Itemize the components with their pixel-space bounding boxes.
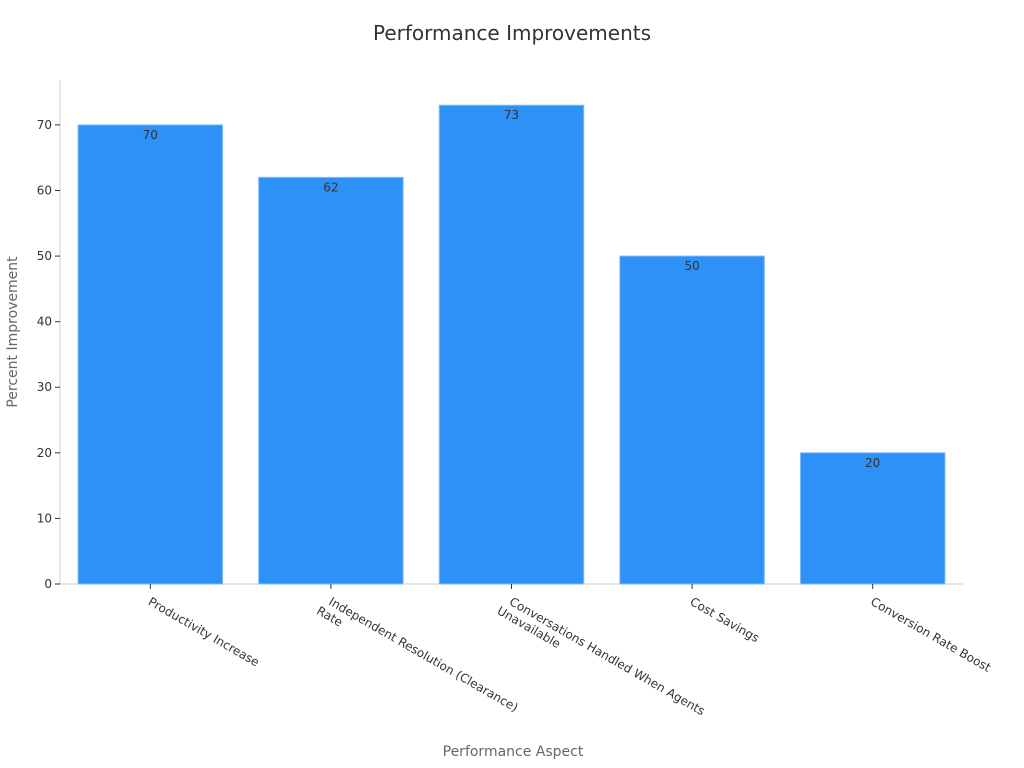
data-label: 70 [143,128,158,142]
y-tick-label: 10 [37,511,52,525]
bar [438,104,585,585]
y-axis-title: Percent Improvement [5,256,21,408]
y-tick-label: 60 [37,183,52,197]
y-tick-label: 50 [37,249,52,263]
chart-title: Performance Improvements [373,21,651,45]
x-tick-label: Conversations Handled When AgentsUnavail… [495,591,707,730]
y-tick-label: 0 [44,577,52,591]
data-label: 62 [323,180,338,194]
x-tick-label: Independent Resolution (Clearance)Rate [314,591,520,726]
data-label: 73 [504,108,519,122]
y-tick-label: 30 [37,380,52,394]
y-tick-label: 70 [37,118,52,132]
bar [77,124,224,585]
bar [799,452,946,585]
x-tick-label: Productivity Increase [146,594,262,669]
data-label: 50 [684,259,699,273]
data-label: 20 [865,456,880,470]
x-tick-label: Cost Savings [688,594,762,645]
bar [258,176,404,585]
x-tick-label: Conversion Rate Boost [868,594,993,674]
bar [619,255,765,585]
y-tick-label: 40 [37,315,52,329]
x-axis-title: Performance Aspect [443,744,584,760]
y-tick-label: 20 [37,446,52,460]
